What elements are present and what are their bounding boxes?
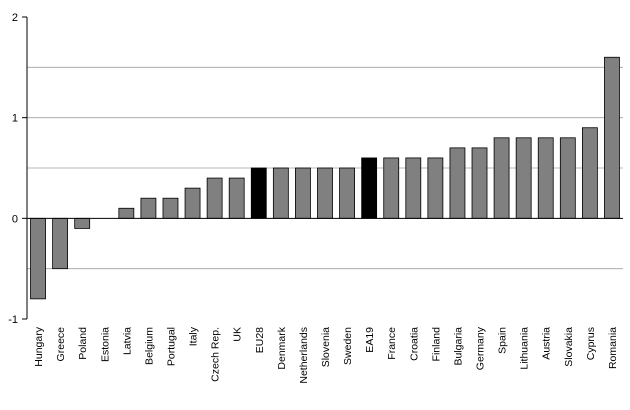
x-tick-label-denmark: Denmark (276, 326, 288, 369)
bar-czech-rep- (206, 177, 223, 219)
axes (22, 16, 623, 320)
bar-belgium (140, 197, 157, 219)
y-tick-label: 0 (12, 213, 18, 225)
bar-romania (604, 56, 620, 219)
y-tick-label: -1 (8, 314, 18, 326)
y-tick-label: 2 (12, 12, 18, 24)
x-tick-label-hungary: Hungary (33, 326, 45, 366)
x-tick-label-france: France (386, 327, 398, 360)
bar-netherlands (295, 167, 311, 219)
x-tick-label-belgium: Belgium (143, 327, 155, 365)
bar-spain (493, 137, 510, 219)
bar-greece (52, 217, 69, 270)
bar-hungary (30, 217, 46, 300)
x-tick-label-bulgaria: Bulgaria (452, 327, 464, 366)
bar-france (383, 157, 400, 219)
bar-ea19 (361, 157, 378, 219)
bar-germany (471, 147, 488, 219)
bar-italy (184, 187, 201, 219)
bar-slovakia (559, 137, 576, 219)
x-tick-labels: Hungary Greece Poland Estonia Latvia Belgium P… (33, 326, 619, 383)
x-tick-label-czech-rep-: Czech Rep. (210, 327, 222, 382)
bars (30, 56, 620, 300)
x-tick-label-portugal: Portugal (165, 327, 177, 366)
x-tick-label-netherlands: Netherlands (298, 327, 310, 384)
bar-sweden (339, 167, 355, 219)
x-tick-label-uk: UK (232, 327, 244, 342)
bar-denmark (272, 167, 289, 219)
y-tick-labels: -1 0 1 2 (8, 12, 18, 326)
x-tick-label-slovakia: Slovakia (563, 327, 575, 367)
x-tick-label-poland: Poland (77, 327, 89, 360)
x-tick-label-slovenia: Slovenia (320, 327, 332, 367)
bar-croatia (405, 157, 422, 219)
x-tick-label-croatia: Croatia (408, 327, 420, 361)
bar-lithuania (515, 137, 532, 219)
bar-slovenia (317, 167, 333, 219)
x-tick-label-finland: Finland (430, 327, 442, 362)
x-tick-label-spain: Spain (497, 327, 509, 354)
x-tick-label-greece: Greece (55, 327, 67, 362)
bar-bulgaria (449, 147, 466, 219)
x-tick-label-austria: Austria (541, 327, 553, 360)
bar-finland (427, 157, 444, 219)
bar-portugal (162, 197, 179, 219)
bar-uk (228, 177, 245, 219)
x-tick-label-lithuania: Lithuania (519, 327, 531, 370)
x-tick-label-latvia: Latvia (121, 327, 133, 355)
y-tick-label: 1 (12, 113, 18, 125)
x-tick-label-ea19: EA19 (364, 327, 376, 353)
x-tick-label-germany: Germany (475, 326, 487, 370)
bar-cyprus (581, 127, 598, 219)
x-tick-label-italy: Italy (188, 326, 200, 346)
x-tick-label-estonia: Estonia (99, 327, 111, 362)
x-tick-label-cyprus: Cyprus (585, 327, 597, 360)
bar-eu28 (250, 167, 267, 219)
x-tick-label-sweden: Sweden (342, 327, 354, 365)
bar-poland (74, 217, 91, 229)
x-tick-label-romania: Romania (607, 327, 619, 369)
bar-austria (537, 137, 554, 219)
bar-latvia (118, 207, 135, 219)
x-tick-label-eu28: EU28 (254, 327, 266, 353)
